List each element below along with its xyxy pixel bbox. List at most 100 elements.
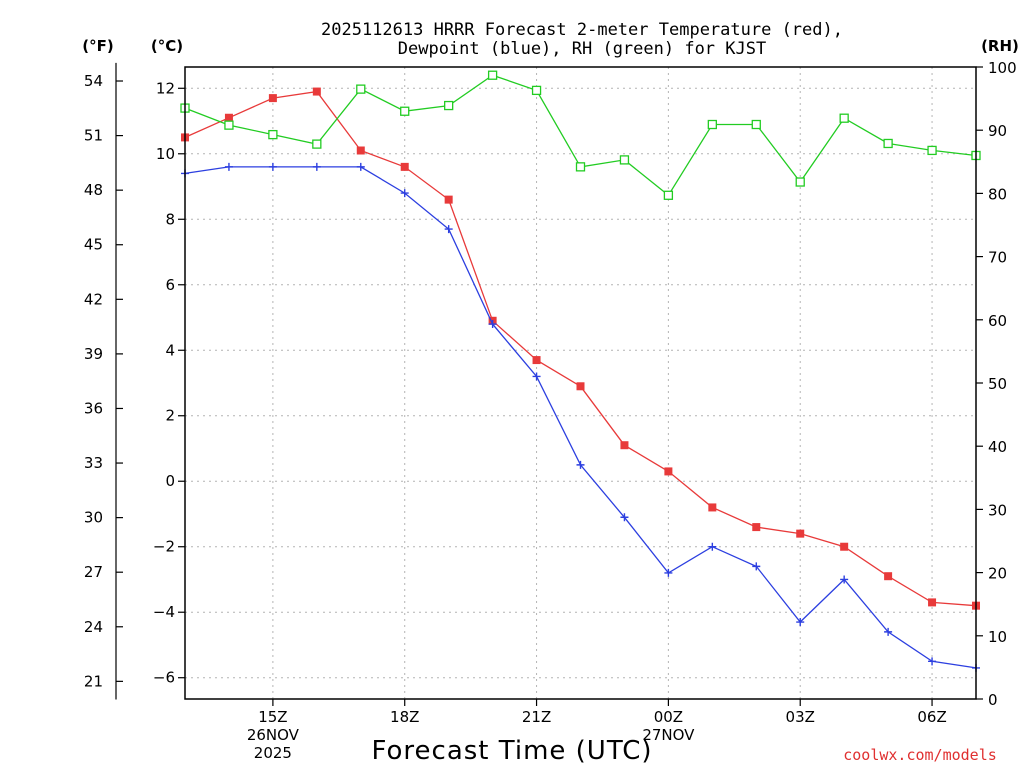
rh-tick-label: 100 (988, 59, 1017, 77)
rh-point (400, 106, 410, 116)
fahrenheit-tick-label: 45 (84, 236, 103, 254)
rh-axis-unit: (RH) (981, 37, 1019, 55)
dewpoint-point (664, 568, 673, 577)
rh-tick-label: 70 (988, 249, 1007, 267)
rh-tick-label: 0 (988, 691, 998, 709)
rh-point (444, 100, 454, 111)
x-tick-label: 15Z (258, 708, 287, 726)
dewpoint-point (576, 460, 585, 469)
rh-point (839, 113, 849, 123)
dewpoint-point (444, 225, 453, 234)
fahrenheit-tick-label: 54 (84, 72, 103, 90)
fahrenheit-tick-label: 24 (84, 618, 103, 636)
x-tick-label: 03Z (786, 708, 815, 726)
temperature-point (840, 542, 849, 551)
fahrenheit-tick-label: 30 (84, 509, 103, 527)
celsius-tick-label: 6 (165, 276, 175, 294)
rh-point (312, 139, 322, 149)
x-tick-label: 00Z (654, 708, 683, 726)
dewpoint-point (752, 562, 761, 571)
fahrenheit-axis-unit: (°F) (82, 37, 113, 55)
celsius-tick-label: −6 (153, 669, 175, 687)
celsius-tick-label: 4 (165, 341, 175, 359)
x-tick-label: 27NOV (642, 726, 695, 744)
rh-point (883, 138, 893, 149)
dewpoint-point (928, 657, 937, 666)
rh-tick-label: 10 (988, 628, 1007, 646)
temperature-point (796, 529, 805, 538)
rh-point (795, 177, 805, 187)
temperature-point (224, 113, 233, 122)
rh-tick-label: 90 (988, 122, 1007, 140)
celsius-tick-label: 10 (156, 145, 175, 163)
x-tick-label: 06Z (917, 708, 946, 726)
rh-tick-label: 30 (988, 501, 1007, 519)
temperature-point (268, 94, 277, 103)
rh-tick-label: 20 (988, 565, 1007, 583)
temperature-point (620, 441, 629, 450)
dewpoint-point (312, 162, 321, 171)
chart-title-line-1: 2025112613 HRRR Forecast 2-meter Tempera… (321, 20, 843, 40)
fahrenheit-tick-label: 51 (84, 127, 103, 145)
fahrenheit-tick-label: 42 (84, 290, 103, 308)
temperature-point (708, 503, 717, 512)
celsius-tick-label: −2 (153, 538, 175, 556)
x-tick-label: 21Z (522, 708, 551, 726)
rh-point (619, 155, 630, 165)
fahrenheit-tick-label: 21 (84, 672, 103, 690)
celsius-tick-label: 0 (165, 472, 175, 490)
rh-tick-label: 40 (988, 438, 1007, 456)
fahrenheit-tick-label: 27 (84, 563, 103, 581)
dewpoint-point (884, 627, 893, 636)
series-dewpoint (181, 162, 980, 672)
dewpoint-point (224, 162, 233, 171)
x-axis-label: Forecast Time (UTC) (371, 736, 652, 766)
dewpoint-point (356, 162, 365, 171)
temperature-point (356, 146, 365, 155)
rh-point (224, 120, 234, 130)
celsius-tick-label: 8 (165, 210, 175, 228)
fahrenheit-tick-label: 33 (84, 454, 103, 472)
dewpoint-point (488, 320, 497, 329)
temperature-point (752, 523, 761, 532)
dewpoint-point (840, 575, 849, 584)
temperature-point (884, 572, 893, 581)
rh-point (707, 119, 717, 130)
celsius-axis-unit: (°C) (151, 37, 183, 55)
dewpoint-point (268, 162, 277, 171)
credit-text: coolwx.com/models (843, 746, 997, 764)
fahrenheit-tick-label: 39 (84, 345, 103, 363)
rh-tick-label: 80 (988, 185, 1007, 203)
rh-point (663, 190, 674, 200)
dewpoint-point (708, 542, 717, 551)
celsius-tick-label: 12 (156, 79, 175, 97)
rh-point (575, 162, 586, 172)
plot-frame (184, 66, 977, 700)
rh-point (927, 145, 937, 156)
fahrenheit-tick-label: 48 (84, 181, 103, 199)
rh-tick-label: 50 (988, 375, 1007, 393)
dewpoint-point (400, 189, 409, 198)
x-tick-label: 18Z (390, 708, 419, 726)
temperature-point (312, 87, 321, 96)
dewpoint-point (620, 513, 629, 522)
x-tick-label: 2025 (254, 744, 292, 762)
celsius-tick-label: −4 (153, 603, 175, 621)
rh-tick-label: 60 (988, 312, 1007, 330)
rh-point (751, 119, 761, 130)
temperature-point (444, 195, 453, 204)
temperature-point (664, 467, 673, 476)
axes: 12 10 8 6 4 20 −2 −4 −6 54 51 48 45 42 39 36 33 30 27 24 21 1… (84, 59, 1017, 762)
dewpoint-point (532, 372, 541, 381)
rh-point (531, 85, 542, 96)
rh-point (487, 70, 498, 80)
dewpoint-point (796, 618, 805, 627)
x-tick-label: 26NOV (247, 726, 300, 744)
chart-title-line-2: Dewpoint (blue), RH (green) for KJST (398, 39, 766, 59)
temperature-point (400, 162, 409, 171)
fahrenheit-tick-label: 36 (84, 399, 103, 417)
rh-point (268, 129, 278, 140)
temperature-point (576, 382, 585, 391)
rh-point (356, 84, 366, 94)
